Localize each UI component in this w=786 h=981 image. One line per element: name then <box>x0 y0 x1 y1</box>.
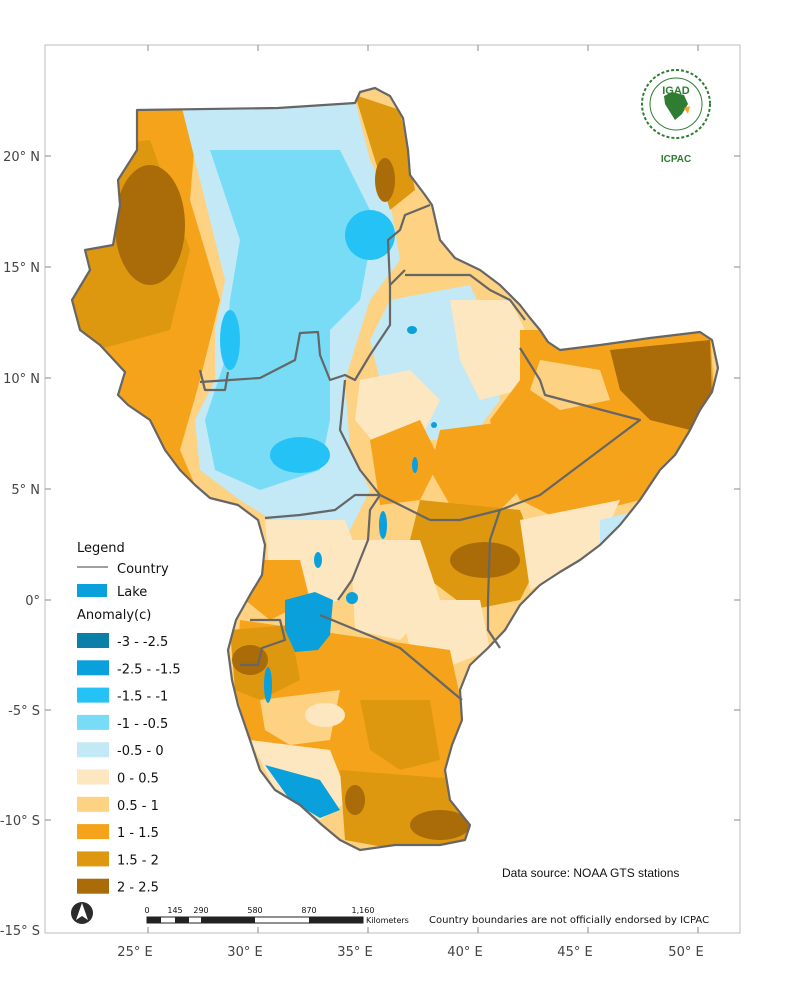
lake-ziway <box>431 422 437 428</box>
scale-label-1160: 1,160 <box>352 906 375 915</box>
disclaimer: Country boundaries are not officially en… <box>429 915 709 926</box>
legend-title: Legend <box>77 541 125 556</box>
legend-country-label: Country <box>117 562 169 577</box>
legend-swatch-3 <box>77 714 109 730</box>
legend-swatch-5 <box>77 769 109 785</box>
y-tick-15n: 15° N <box>3 261 40 276</box>
x-tick-25e: 25° E <box>117 945 152 960</box>
country-boundaries <box>70 86 720 852</box>
scale-label-580: 580 <box>247 906 262 915</box>
scale-label-290: 290 <box>193 906 208 915</box>
legend-lake-label: Lake <box>117 585 147 600</box>
lake-kyoga <box>346 592 358 604</box>
y-tick-5n: 5° N <box>11 483 40 498</box>
y-tick-20n: 20° N <box>3 150 40 165</box>
x-tick-50e: 50° E <box>668 945 703 960</box>
legend: Legend Country Lake Anomaly(c) -3 - -2.5… <box>77 541 181 896</box>
lakes <box>264 326 437 703</box>
legend-lake-swatch <box>77 584 107 597</box>
scale-unit: Kilometers <box>366 916 409 925</box>
x-tick-45e: 45° E <box>557 945 592 960</box>
legend-swatch-7 <box>77 824 109 840</box>
scale-label-870: 870 <box>301 906 316 915</box>
legend-swatch-2 <box>77 687 109 703</box>
legend-classes: -3 - -2.5 -2.5 - -1.5 -1.5 - -1 -1 - -0.5 -0… <box>77 633 181 896</box>
scale-label-145: 145 <box>167 906 182 915</box>
legend-class-label-3: -1 - -0.5 <box>117 717 168 732</box>
legend-class-label-8: 1.5 - 2 <box>117 853 159 868</box>
y-tick-10n: 10° N <box>3 372 40 387</box>
logo-icpac: ICPAC <box>661 154 691 165</box>
legend-swatch-1 <box>77 660 109 676</box>
legend-class-label-9: 2 - 2.5 <box>117 881 159 896</box>
legend-class-label-1: -2.5 - -1.5 <box>117 662 181 677</box>
legend-class-label-5: 0 - 0.5 <box>117 772 159 787</box>
logo-igad: IGAD <box>662 85 690 97</box>
scale-label-0: 0 <box>144 906 149 915</box>
lake-abaya <box>412 457 418 473</box>
legend-class-label-7: 1 - 1.5 <box>117 826 159 841</box>
x-tick-30e: 30° E <box>227 945 262 960</box>
legend-swatch-0 <box>77 633 109 648</box>
y-tick-5s: -5° S <box>8 704 40 719</box>
legend-class-label-0: -3 - -2.5 <box>117 635 168 650</box>
tick-marks <box>45 45 740 933</box>
y-tick-0: 0° <box>25 594 40 609</box>
lake-tana <box>407 326 417 334</box>
legend-swatch-9 <box>77 878 109 894</box>
legend-swatch-4 <box>77 742 109 758</box>
legend-class-label-2: -1.5 - -1 <box>117 690 168 705</box>
x-tick-35e: 35° E <box>337 945 372 960</box>
scale-bar: 0 145 290 580 870 1,160 Kilometers <box>144 906 408 925</box>
icpac-logo: IGAD ICPAC <box>641 69 711 165</box>
legend-class-label-4: -0.5 - 0 <box>117 744 164 759</box>
data-source: Data source: NOAA GTS stations <box>502 866 679 880</box>
y-tick-10s: -10° S <box>0 814 40 829</box>
legend-anomaly-title: Anomaly(c) <box>77 608 151 623</box>
lake-turkana <box>379 511 387 539</box>
legend-class-label-6: 0.5 - 1 <box>117 799 159 814</box>
north-arrow-icon <box>71 902 93 924</box>
y-tick-15s: -15° S <box>0 924 40 939</box>
x-tick-40e: 40° E <box>447 945 482 960</box>
legend-swatch-8 <box>77 851 109 867</box>
lake-victoria <box>285 592 333 652</box>
lake-albert <box>314 552 322 568</box>
lake-tanganyika <box>264 667 272 703</box>
legend-swatch-6 <box>77 796 109 812</box>
